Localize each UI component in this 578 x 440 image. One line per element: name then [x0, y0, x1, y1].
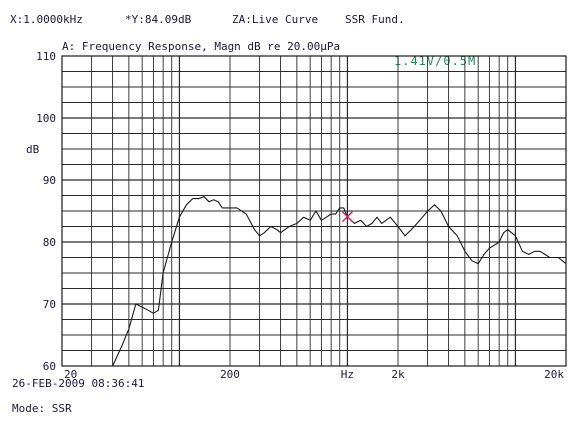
timestamp: 26-FEB-2009 08:36:41 — [12, 377, 145, 390]
response-curve — [112, 196, 567, 367]
x-tick-label: 20k — [544, 368, 564, 381]
y-tick-label: 70 — [43, 298, 56, 311]
cursor — [341, 211, 353, 223]
x-tick-label: 2k — [391, 368, 405, 381]
x-tick-labels: 20 200 Hz 2k 20k — [64, 368, 564, 381]
x-readout: X:1.0000kHz — [10, 13, 83, 26]
x-tick-label: 200 — [220, 368, 240, 381]
mode-tag: SSR Fund. — [345, 13, 405, 26]
y-tick-label: 100 — [36, 112, 56, 125]
y-tick-label: 80 — [43, 236, 56, 249]
plot-frame — [61, 55, 567, 367]
y-readout: *Y:84.09dB — [125, 13, 192, 26]
x-tick-label: 20 — [64, 368, 77, 381]
x-tick-label: Hz — [341, 368, 354, 381]
y-axis-label: dB — [26, 143, 40, 156]
cursor-marker — [341, 211, 353, 223]
mode-label: Mode: SSR — [12, 402, 72, 415]
curve — [112, 196, 567, 367]
y-tick-label: 110 — [36, 50, 56, 63]
grid — [62, 56, 566, 366]
zone-readout: ZA:Live Curve — [232, 13, 319, 26]
y-tick-label: 90 — [43, 174, 56, 187]
y-tick-label: 60 — [43, 360, 56, 373]
y-tick-labels: 60 70 80 90 100 110 — [36, 50, 56, 373]
chart-title: A: Frequency Response, Magn dB re 20.00µ… — [62, 40, 341, 53]
drive-annotation: 1.41V/0.5M — [394, 54, 477, 68]
